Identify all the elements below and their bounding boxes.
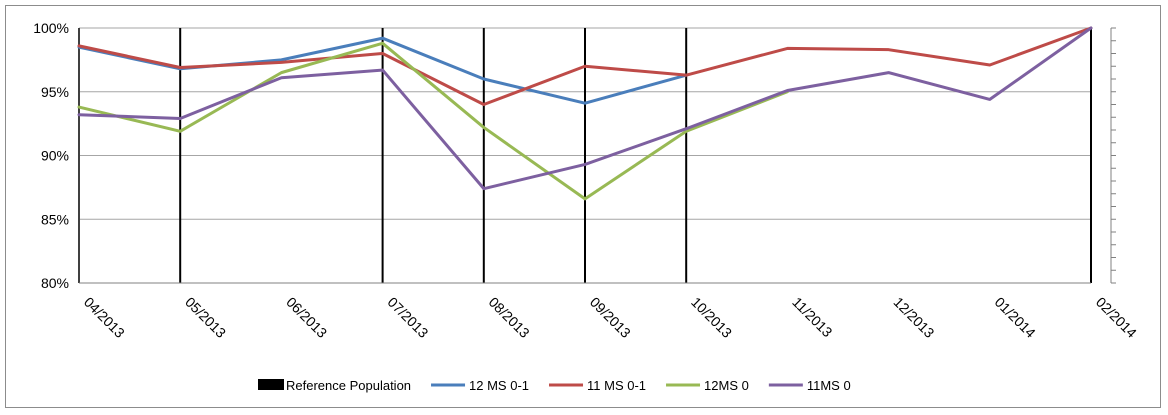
- legend-label: 11 MS 0-1: [587, 378, 646, 393]
- x-tick-label: 10/2013: [688, 294, 735, 341]
- axes: [78, 27, 1116, 284]
- series-line-12ms-0: [77, 41, 789, 201]
- y-tick-label: 80%: [41, 275, 69, 291]
- legend-item: 11 MS 0-1: [549, 378, 646, 393]
- legend-item: 12MS 0: [666, 378, 749, 393]
- y-tick-label: 95%: [41, 84, 69, 100]
- legend: Reference Population 12 MS 0-1 11 MS 0-1 12…: [258, 378, 851, 393]
- y-axis-ticks: 80% 85% 90% 95% 100%: [33, 20, 69, 291]
- series-line-11ms-0: [77, 26, 1093, 191]
- legend-item: 11MS 0: [768, 378, 851, 393]
- series-lines: [77, 26, 1093, 201]
- x-tick-label: 11/2013: [789, 294, 836, 341]
- x-tick-label: 01/2014: [992, 294, 1039, 341]
- legend-label: 11MS 0: [807, 378, 851, 393]
- x-tick-label: 07/2013: [384, 294, 431, 341]
- x-tick-label: 02/2014: [1093, 294, 1140, 341]
- legend-label: 12 MS 0-1: [469, 378, 529, 393]
- legend-item: Reference Population: [258, 378, 411, 393]
- y-tick-label: 85%: [41, 211, 69, 227]
- series-line-11-ms-0-1: [77, 26, 1093, 106]
- x-tick-label: 12/2013: [890, 294, 937, 341]
- x-tick-label: 04/2013: [81, 294, 128, 341]
- x-tick-label: 09/2013: [587, 294, 634, 341]
- legend-item: 12 MS 0-1: [431, 378, 529, 393]
- legend-swatch: [258, 379, 284, 390]
- x-tick-label: 05/2013: [182, 294, 229, 341]
- chart-frame: [5, 5, 1161, 408]
- x-axis-ticks: 04/2013 05/2013 06/2013 07/2013 08/2013 09/20…: [81, 294, 1140, 341]
- y-tick-label: 100%: [33, 20, 69, 36]
- x-tick-label: 06/2013: [283, 294, 330, 341]
- y-tick-label: 90%: [41, 148, 69, 164]
- legend-label: 12MS 0: [704, 378, 749, 393]
- legend-label: Reference Population: [286, 378, 411, 393]
- x-tick-label: 08/2013: [486, 294, 533, 341]
